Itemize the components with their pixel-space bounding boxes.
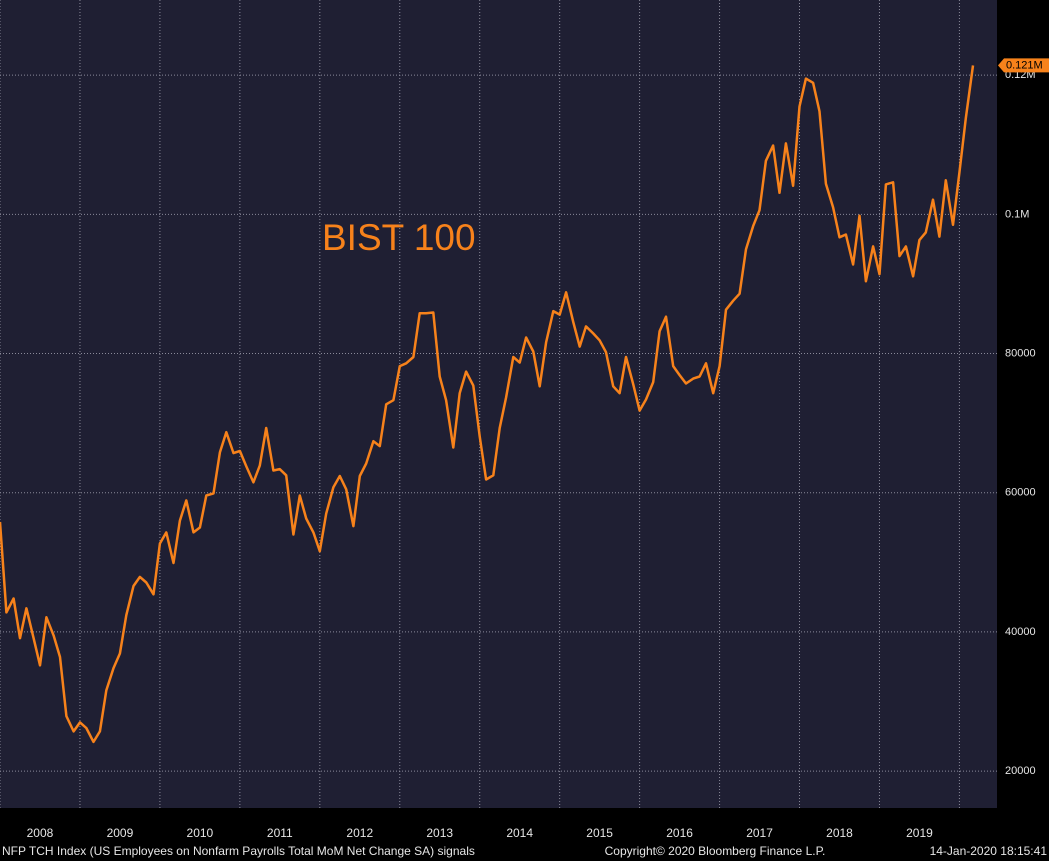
x-tick-label: 2017 — [746, 826, 773, 840]
value-label: 0.121M — [1006, 59, 1043, 71]
y-tick-label: 80000 — [1005, 347, 1036, 359]
line-series — [0, 65, 975, 744]
y-tick-label: 40000 — [1005, 626, 1036, 638]
y-tick-label: 20000 — [1005, 765, 1036, 777]
y-tick-label: 60000 — [1005, 487, 1036, 499]
x-tick-label: 2011 — [267, 826, 293, 840]
series-annotation: BIST 100 — [322, 217, 476, 258]
x-tick-label: 2013 — [426, 826, 453, 840]
x-tick-label: 2014 — [506, 826, 533, 840]
x-tick-label: 2009 — [107, 826, 134, 840]
y-tick-label: 0.1M — [1005, 208, 1029, 220]
footer-date: 14-Jan-2020 18:15:41 — [930, 844, 1048, 858]
plot-area — [0, 0, 997, 808]
footer-copyright: Copyright© 2020 Bloomberg Finance L.P. — [605, 844, 826, 858]
value-tag — [998, 58, 1049, 73]
x-tick-label: 2019 — [906, 826, 933, 840]
x-tick-label: 2012 — [346, 826, 373, 840]
x-tick-label: 2016 — [666, 826, 693, 840]
x-tick-label: 2018 — [826, 826, 853, 840]
footer-source: NFP TCH Index (US Employees on Nonfarm P… — [2, 844, 475, 858]
x-tick-label: 2015 — [586, 826, 613, 840]
x-tick-label: 2008 — [27, 826, 54, 840]
x-tick-label: 2010 — [187, 826, 214, 840]
